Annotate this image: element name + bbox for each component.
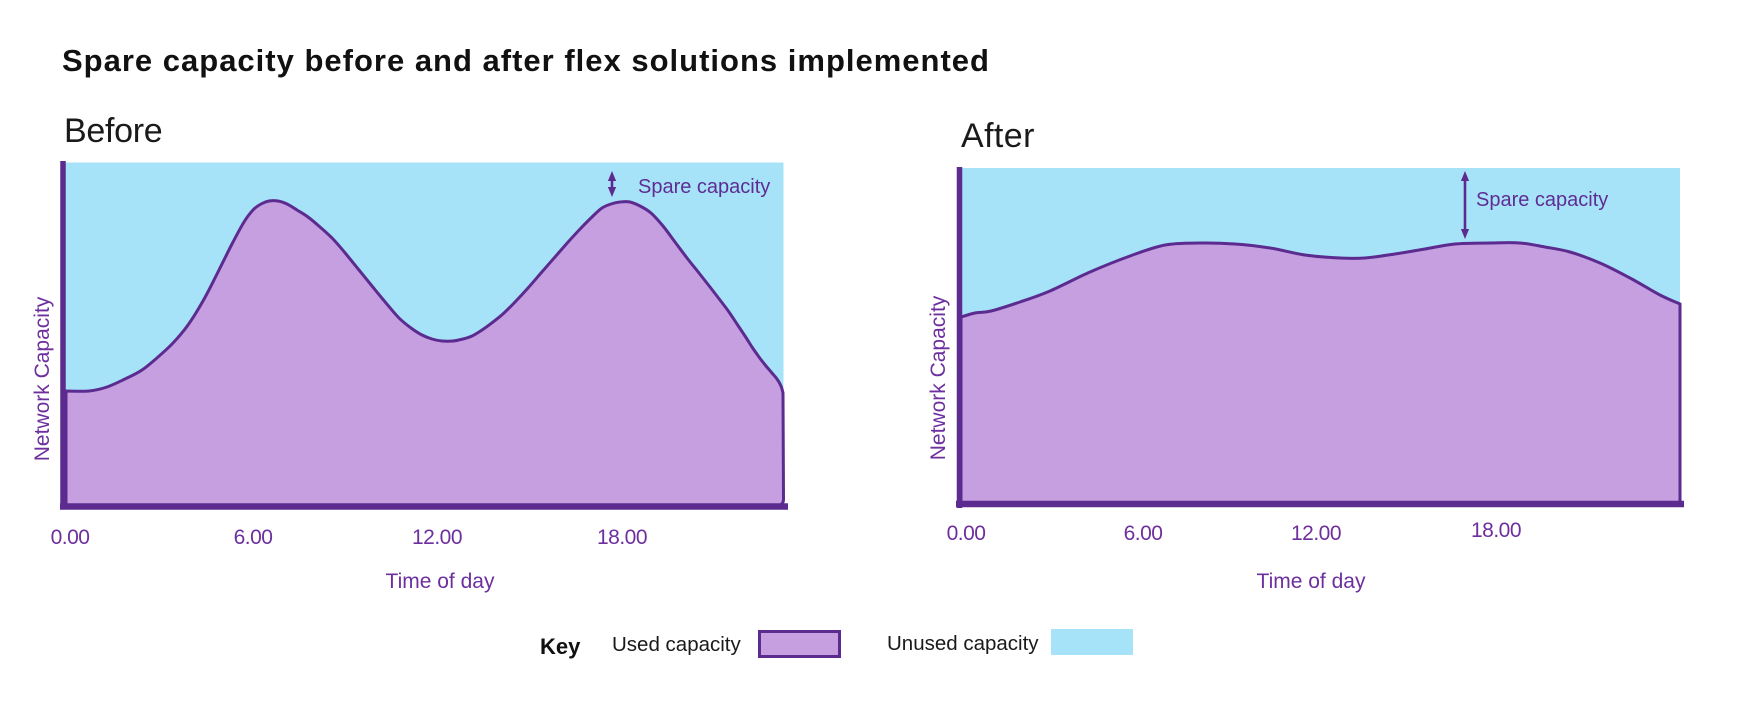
svg-text:Spare capacity: Spare capacity (638, 176, 770, 198)
svg-text:Unused capacity: Unused capacity (887, 632, 1039, 655)
svg-text:Spare capacity before and afte: Spare capacity before and after flex sol… (62, 43, 990, 78)
svg-text:6.00: 6.00 (234, 526, 273, 549)
svg-text:0.00: 0.00 (51, 526, 90, 549)
svg-text:0.00: 0.00 (947, 522, 986, 545)
svg-text:Time of day: Time of day (1257, 570, 1366, 593)
svg-text:Time of day: Time of day (386, 570, 495, 593)
svg-text:After: After (961, 117, 1035, 155)
svg-text:18.00: 18.00 (1471, 519, 1521, 542)
svg-text:Network Capacity: Network Capacity (927, 295, 950, 460)
svg-text:6.00: 6.00 (1124, 522, 1163, 545)
svg-text:Spare capacity: Spare capacity (1476, 189, 1608, 211)
svg-text:12.00: 12.00 (412, 526, 462, 549)
svg-text:18.00: 18.00 (597, 526, 647, 549)
svg-text:Network Capacity: Network Capacity (31, 296, 54, 461)
svg-text:Key: Key (540, 634, 581, 659)
svg-text:Before: Before (64, 112, 162, 150)
svg-text:Used capacity: Used capacity (612, 633, 742, 656)
svg-text:12.00: 12.00 (1291, 522, 1341, 545)
